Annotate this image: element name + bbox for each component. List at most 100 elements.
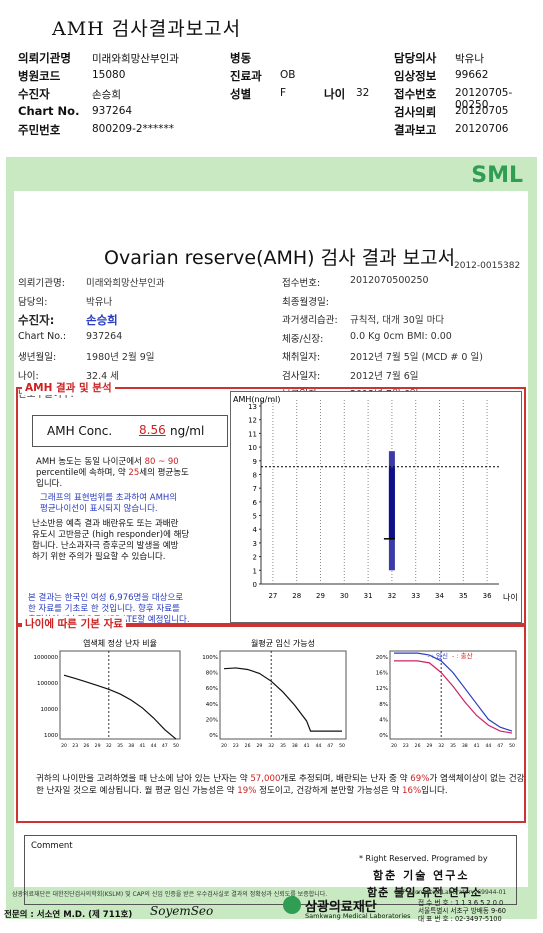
comment-box: Comment * Right Reserved. Programed by 함… bbox=[24, 835, 517, 905]
mini-chart-x-tick-label: 41 bbox=[139, 743, 145, 749]
amh-chart-y-tick-label: 9 bbox=[253, 458, 257, 466]
info-label: 생년월일: bbox=[18, 352, 57, 363]
amh-chart-x-tick-label: 35 bbox=[459, 592, 468, 600]
mini-chart-x-tick-label: 32 bbox=[268, 743, 274, 749]
info-value: 0.0 Kg 0cm BMI: 0.00 bbox=[350, 330, 452, 342]
mini-chart-x-tick-label: 26 bbox=[245, 743, 251, 749]
mini-chart-x-tick-label: 41 bbox=[304, 743, 310, 749]
amh-chart-x-tick-label: 36 bbox=[483, 592, 492, 600]
info-value: 1980년 2월 9일 bbox=[86, 352, 155, 363]
info-label: 채취일자: bbox=[282, 352, 321, 363]
mini-chart-x-tick-label: 35 bbox=[450, 743, 456, 749]
info-label: 최종월경일: bbox=[282, 296, 329, 308]
pregnancy-series-line bbox=[394, 652, 513, 732]
mini-chart-x-tick-label: 26 bbox=[83, 743, 89, 749]
mini-chart-y-tick-label: 8% bbox=[379, 702, 388, 708]
mini-chart-y-tick-label: 40% bbox=[206, 702, 218, 708]
header-field-label: 주민번호 bbox=[18, 123, 61, 137]
report-body: Ovarian reserve(AMH) 검사 결과 보고서 2012-0015… bbox=[14, 191, 528, 905]
age-section-title: 나이에 따른 기본 자료 bbox=[22, 616, 126, 631]
header-field-value: 20120705 bbox=[455, 105, 509, 117]
amh-chart-y-tick-label: 1 bbox=[253, 567, 257, 575]
header-row: 의뢰기관명 미래와희망산부인과 병동 담당의사 박유나 bbox=[18, 50, 543, 68]
mini-chart-y-tick-label: 16% bbox=[376, 671, 388, 677]
mini-chart-y-tick-label: 20% bbox=[206, 717, 218, 723]
signer: 전문의 : 서소연 M.D. (제 711호) bbox=[4, 910, 133, 920]
info-value: 32.4 세 bbox=[86, 370, 119, 382]
header-field-value: 800209-2****** bbox=[92, 123, 175, 135]
amh-chart-x-tick-label: 34 bbox=[435, 592, 444, 600]
mini-chart-x-tick-label: 29 bbox=[95, 743, 101, 749]
mini-chart-x-tick-label: 38 bbox=[462, 743, 468, 749]
amh-chart-y-tick-label: 10 bbox=[248, 444, 257, 452]
mini-chart-x-tick-label: 50 bbox=[339, 743, 345, 749]
info-label: 체중/신장: bbox=[282, 333, 324, 345]
mini-chart-plot-frame bbox=[59, 650, 181, 740]
info-label: 접수번호: bbox=[282, 278, 321, 289]
amh-value: 8.56 bbox=[139, 423, 166, 437]
info-label: Chart No.: bbox=[18, 330, 67, 342]
header-row: Chart No. 937264 검사의뢰 20120705 bbox=[18, 104, 543, 122]
info-value: 규칙적, 대개 30일 마다 bbox=[350, 315, 445, 326]
info-value: 손승희 bbox=[86, 313, 118, 327]
mini-chart-y-tick-label: 60% bbox=[206, 686, 218, 692]
amh-chart-x-tick-label: 31 bbox=[364, 592, 373, 600]
header-age-label: 나이 bbox=[324, 87, 346, 101]
mini-chart-y-tick-label: 100% bbox=[202, 655, 218, 661]
amh-chart-y-tick-label: 4 bbox=[253, 526, 258, 534]
header-field-label: 진료과 bbox=[230, 69, 262, 83]
amh-chart-x-tick-label: 32 bbox=[387, 592, 396, 600]
amh-result-section: AMH 결과 및 분석 AMH Conc. 8.56 ng/ml AMH 농도는… bbox=[16, 380, 526, 627]
mini-chart-x-tick-label: 47 bbox=[162, 743, 168, 749]
company-english: Samkwang Medical Laboratories bbox=[305, 912, 411, 920]
mini-chart-x-tick-label: 20 bbox=[61, 743, 67, 749]
info-value: 박유나 bbox=[86, 296, 113, 308]
header-field-value: OB bbox=[280, 69, 296, 81]
age-data-section: 나이에 따른 기본 자료 염색체 정상 난자 비율 1000000 100000 10… bbox=[16, 616, 526, 823]
mini-chart-y-tick-label: 1000 bbox=[44, 733, 58, 739]
amh-chart-x-tick-label: 28 bbox=[292, 592, 301, 600]
mini-chart-x-tick-label: 23 bbox=[233, 743, 239, 749]
amh-chart-y-tick-label: 7 bbox=[253, 485, 257, 493]
report-title: Ovarian reserve(AMH) 검사 결과 보고서 bbox=[104, 247, 456, 269]
info-label: 과거생리습관: bbox=[282, 315, 338, 326]
header-field-value: 20120706 bbox=[455, 123, 509, 135]
header-row: 수진자 손승희 성별 F 접수번호 20120705-00250 나이 32 bbox=[18, 86, 543, 111]
header-field-value: 박유나 bbox=[455, 53, 484, 65]
document-number: 2012-0015382 bbox=[454, 261, 521, 271]
mini-chart-x-tick-label: 44 bbox=[315, 743, 321, 749]
mini-chart-x-tick-label: 38 bbox=[292, 743, 298, 749]
amh-chart-y-tick-label: 11 bbox=[248, 430, 257, 438]
mini-chart-y-tick-label: 0% bbox=[209, 733, 218, 739]
mini-chart-x-tick-label: 23 bbox=[403, 743, 409, 749]
mini-chart-x-tick-label: 35 bbox=[280, 743, 286, 749]
company-name: 삼광의료재단 bbox=[305, 900, 377, 915]
amh-concentration-box: AMH Conc. 8.56 ng/ml bbox=[32, 415, 228, 447]
amh-inner-bar bbox=[388, 467, 395, 539]
mini-chart-x-tick-label: 44 bbox=[485, 743, 491, 749]
mini-chart-x-tick-label: 32 bbox=[106, 743, 112, 749]
header-field-label: 검사의뢰 bbox=[394, 105, 437, 119]
header-field-label: 의뢰기관명 bbox=[18, 51, 71, 65]
sml-logo: SML bbox=[471, 163, 523, 188]
info-value: 937264 bbox=[86, 330, 123, 342]
info-value: 2012070500250 bbox=[350, 275, 429, 286]
amh-chart-area: AMH(ng/ml) 0 1 2 3 4 5 6 7 8 9 10 11 12 13 27 28 29 30 31 32… bbox=[230, 391, 522, 623]
amh-chart-x-tick-label: 30 bbox=[340, 592, 349, 600]
amh-chart-y-tick-label: 3 bbox=[253, 540, 257, 548]
analysis-paragraph-2: 그래프의 표현범위를 초과하여 AMH의 평균나이선이 표시되지 않습니다. bbox=[40, 493, 178, 514]
comment-label: Comment bbox=[31, 841, 73, 851]
header-field-value: 미래와희망산부인과 bbox=[92, 53, 179, 65]
amh-chart-x-tick-label: 33 bbox=[411, 592, 420, 600]
mini-chart-y-tick-label: 0% bbox=[379, 733, 388, 739]
amh-chart-xlabel: 나이 bbox=[503, 592, 518, 602]
amh-chart-x-tick-label: 27 bbox=[268, 592, 277, 600]
cap-accreditation: CAP Accredited Laboratory. 69944-01 bbox=[394, 889, 507, 896]
mini-chart-pregnancy-chance: 20% 16% 12% 8% 4% 0%20 23 26 29 32 35 38 41 44 47 50 - :… bbox=[376, 650, 517, 749]
header-field-value: 손승희 bbox=[92, 89, 121, 101]
mini-chart-x-tick-label: 29 bbox=[426, 743, 432, 749]
mini-chart-x-tick-label: 44 bbox=[151, 743, 157, 749]
amh-chart-ylabel: AMH(ng/ml) bbox=[233, 395, 281, 404]
normal-egg-ratio-line bbox=[223, 667, 342, 732]
